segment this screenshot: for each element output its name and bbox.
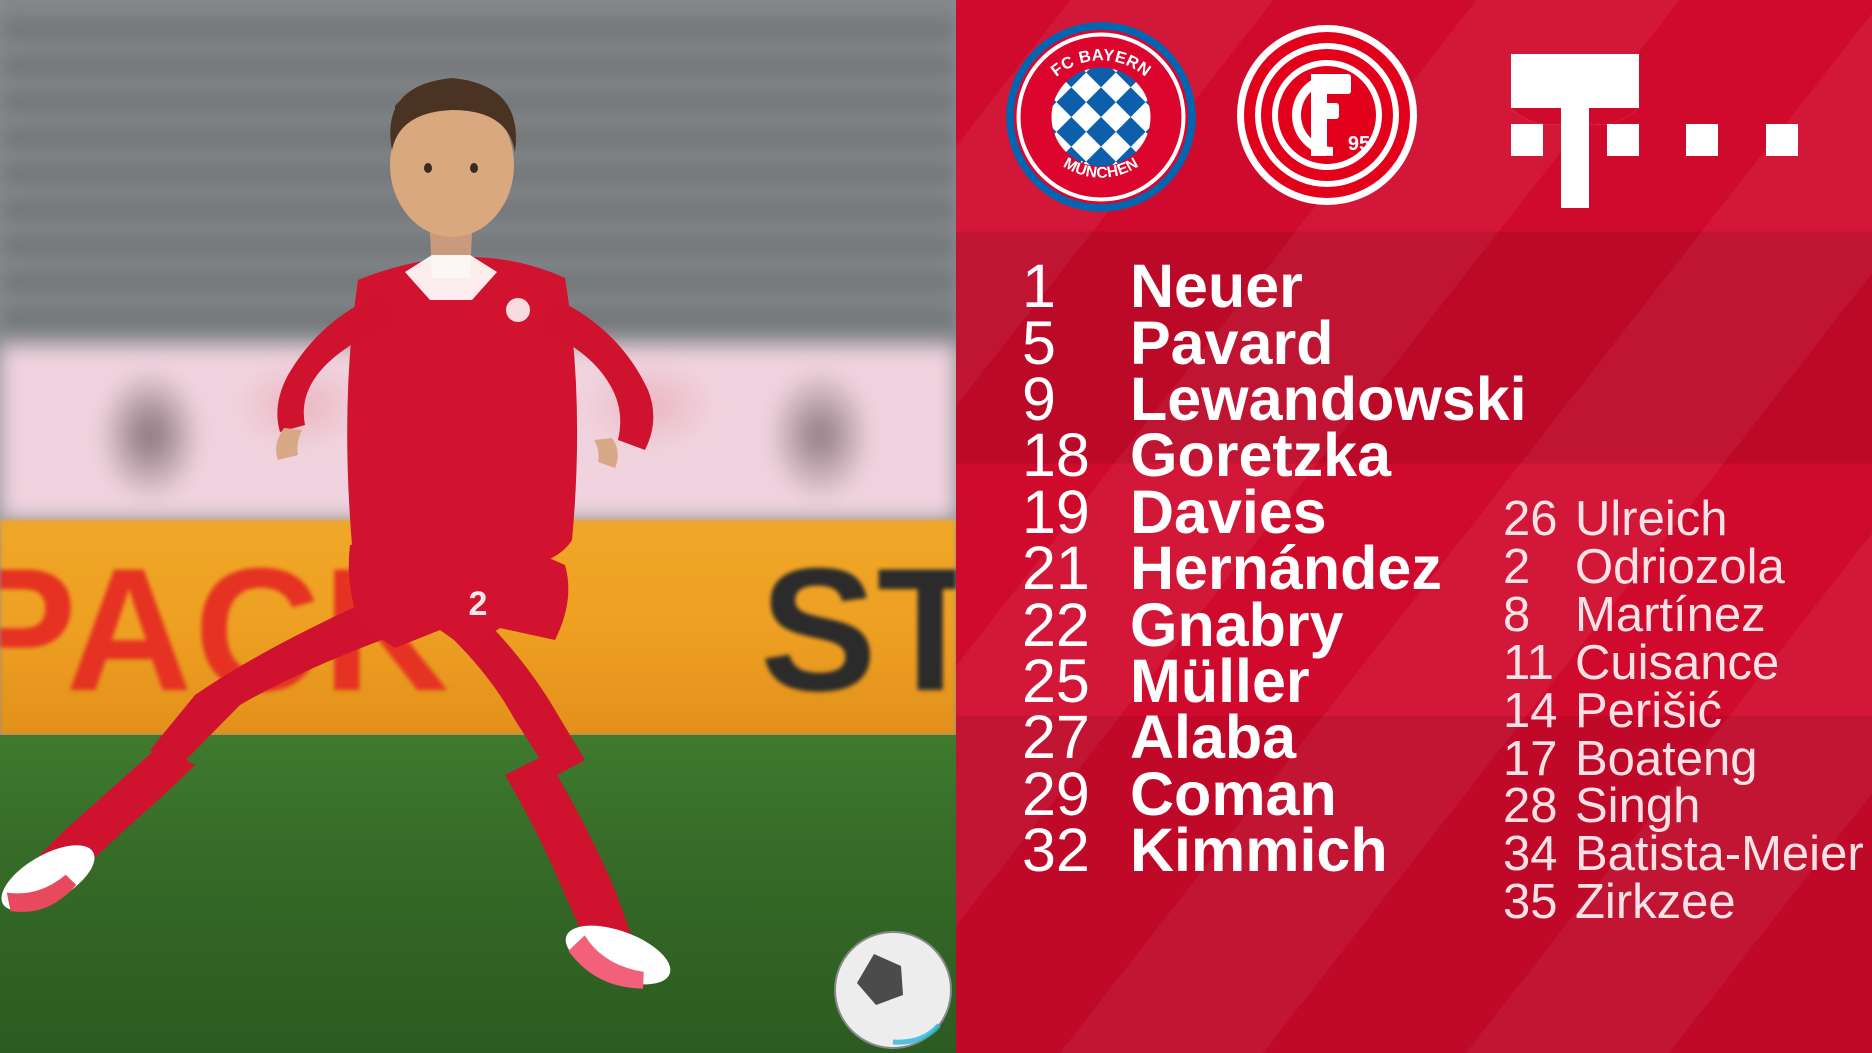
svg-text:2: 2 [469,585,488,623]
svg-text:95: 95 [1348,133,1370,155]
